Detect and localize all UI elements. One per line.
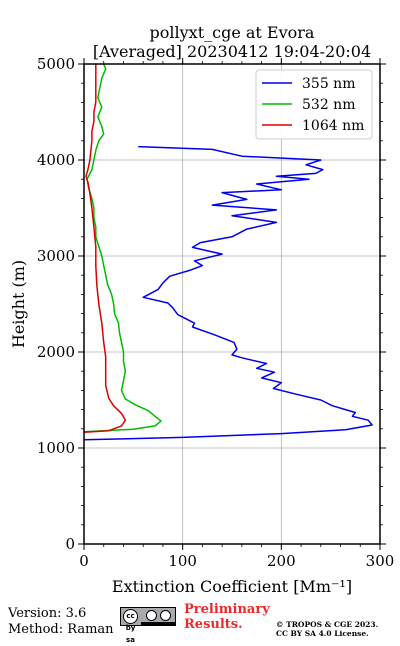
share-alike-icon	[160, 610, 171, 621]
by-attribution-icon	[146, 610, 157, 621]
extinction-profile-chart: pollyxt_cge at Evora [Averaged] 20230412…	[9, 23, 395, 596]
legend-label-355nm: 355 nm	[302, 76, 355, 92]
y-axis-label: Height (m)	[9, 260, 28, 348]
extinction-line-1064nm	[83, 64, 127, 433]
badge-strip	[141, 622, 175, 625]
legend-label-532nm: 532 nm	[302, 97, 355, 113]
y-tick-label: 4000	[37, 151, 75, 169]
x-axis-label: Extinction Coefficient [Mm⁻¹]	[112, 577, 352, 596]
x-tick-label: 300	[366, 552, 395, 570]
x-tick-label: 0	[79, 552, 89, 570]
preliminary-notice: Preliminary Results.	[184, 602, 270, 632]
copyright-line-2: CC BY SA 4.0 License.	[276, 629, 369, 638]
plot-frame	[83, 63, 381, 545]
chart-title: pollyxt_cge at Evora	[150, 23, 315, 42]
y-tick-label: 2000	[37, 343, 75, 361]
preliminary-line-2: Results.	[184, 617, 243, 632]
chart-subtitle: [Averaged] 20230412 19:04-20:04	[93, 42, 371, 61]
y-tick-label: 0	[65, 535, 75, 553]
cc-circle-icon: cc by sa	[123, 609, 138, 644]
extinction-line-532nm	[83, 63, 162, 433]
y-tick-label: 5000	[37, 55, 75, 73]
extinction-line-355nm	[83, 145, 373, 441]
legend-box	[255, 69, 373, 140]
copyright-notice: © TROPOS & CGE 2023. CC BY SA 4.0 Licens…	[276, 620, 378, 638]
x-tick-label: 200	[267, 552, 296, 570]
y-tick-label: 3000	[37, 247, 75, 265]
copyright-line-1: © TROPOS & CGE 2023.	[276, 620, 379, 629]
legend: 355 nm 532 nm 1064 nm	[255, 69, 373, 140]
preliminary-line-1: Preliminary	[184, 602, 270, 617]
data-series	[83, 63, 373, 441]
cc-license-badge-icon: cc by sa	[120, 607, 176, 644]
legend-label-1064nm: 1064 nm	[302, 118, 364, 134]
method-label: Method: Raman	[8, 622, 114, 637]
y-tick-label: 1000	[37, 439, 75, 457]
version-label: Version: 3.6	[8, 606, 87, 621]
x-tick-label: 100	[168, 552, 197, 570]
